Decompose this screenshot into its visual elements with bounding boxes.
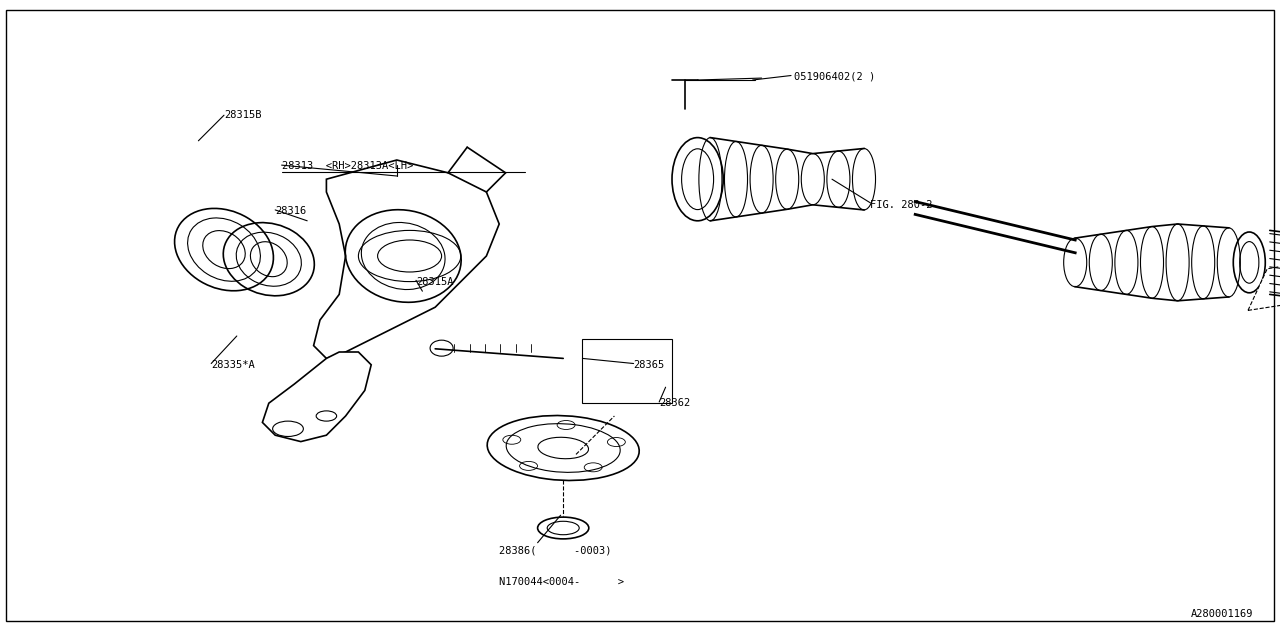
Polygon shape	[262, 352, 371, 442]
Polygon shape	[314, 160, 499, 358]
Text: 28313  <RH>28313A<LH>: 28313 <RH>28313A<LH>	[282, 161, 413, 172]
Text: A280001169: A280001169	[1190, 609, 1253, 620]
Text: 28365: 28365	[634, 360, 664, 370]
Polygon shape	[1248, 256, 1280, 310]
Text: 28386(      -0003): 28386( -0003)	[499, 545, 612, 556]
Text: FIG. 280-2: FIG. 280-2	[870, 200, 933, 210]
Text: 28362: 28362	[659, 398, 690, 408]
Text: N170044<0004-      >: N170044<0004- >	[499, 577, 625, 588]
Text: 28335*A: 28335*A	[211, 360, 255, 370]
Text: 28315B: 28315B	[224, 110, 261, 120]
Text: 051906402(2 ): 051906402(2 )	[794, 72, 874, 82]
Text: 28315A: 28315A	[416, 276, 453, 287]
Text: 28316: 28316	[275, 206, 306, 216]
Bar	[582, 339, 672, 403]
